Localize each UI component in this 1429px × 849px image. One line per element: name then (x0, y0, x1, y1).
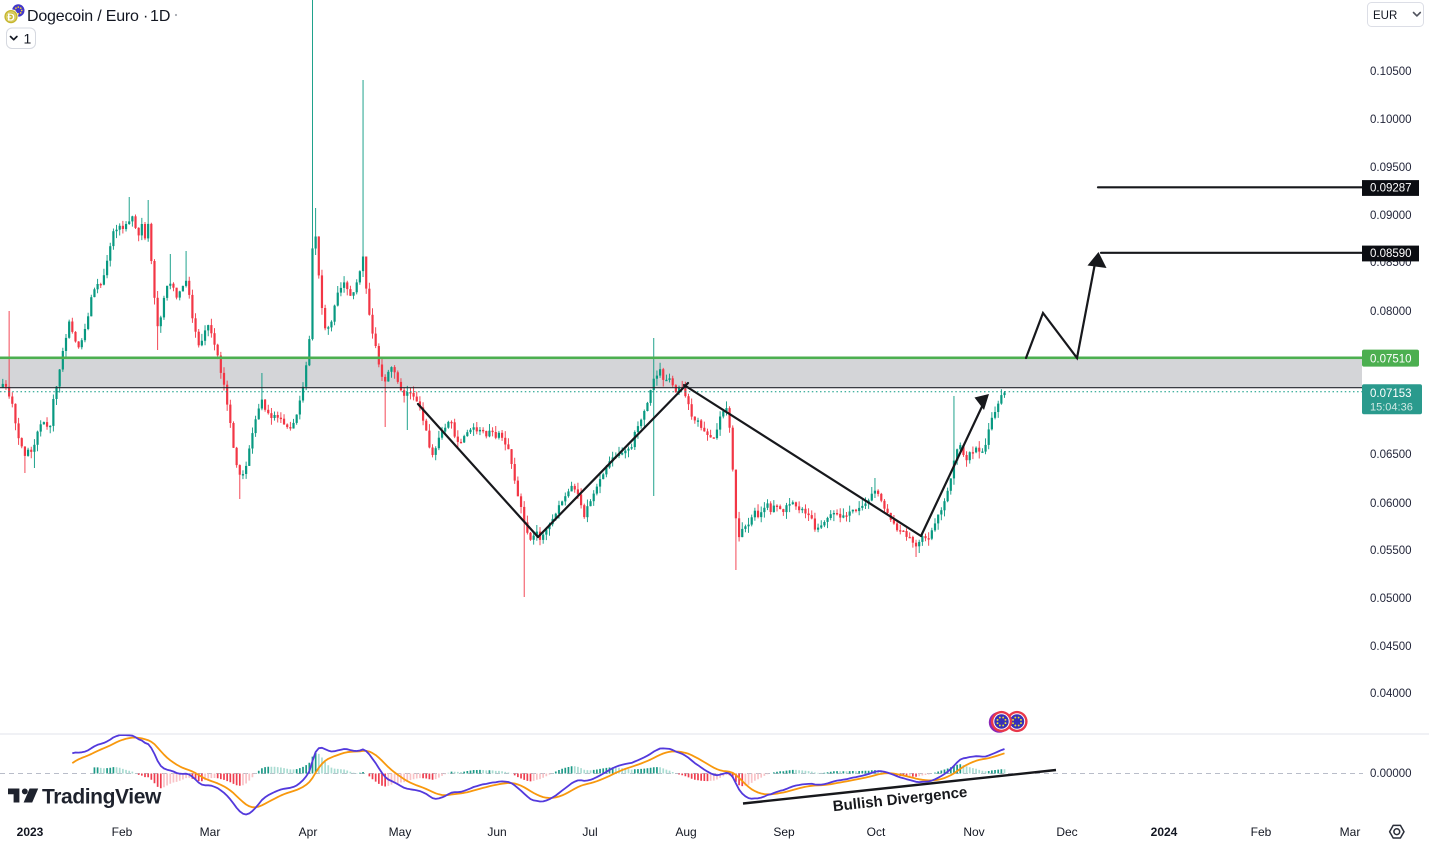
svg-text:Dec: Dec (1056, 825, 1077, 839)
svg-text:May: May (389, 825, 412, 839)
svg-text:Sep: Sep (773, 825, 795, 839)
svg-text:Mar: Mar (1340, 825, 1361, 839)
svg-text:Mar: Mar (200, 825, 221, 839)
svg-text:Feb: Feb (112, 825, 133, 839)
svg-text:Jun: Jun (487, 825, 506, 839)
svg-text:Aug: Aug (675, 825, 696, 839)
svg-text:Feb: Feb (1251, 825, 1272, 839)
svg-text:0.08590: 0.08590 (1370, 248, 1412, 260)
svg-text:0.06500: 0.06500 (1370, 449, 1412, 461)
svg-text:2023: 2023 (17, 825, 44, 839)
svg-text:0.07153: 0.07153 (1370, 388, 1412, 400)
svg-text:0.09000: 0.09000 (1370, 210, 1412, 222)
svg-text:TradingView: TradingView (42, 786, 162, 809)
svg-text:2024: 2024 (1151, 825, 1178, 839)
svg-text:Oct: Oct (867, 825, 886, 839)
svg-text:Jul: Jul (582, 825, 597, 839)
svg-text:15:04:36: 15:04:36 (1370, 402, 1413, 414)
svg-text:0.05500: 0.05500 (1370, 545, 1412, 557)
svg-text:0.00000: 0.00000 (1370, 768, 1412, 780)
svg-text:0.04000: 0.04000 (1370, 688, 1412, 700)
svg-text:0.05000: 0.05000 (1370, 593, 1412, 605)
svg-text:Apr: Apr (299, 825, 318, 839)
svg-text:·: · (143, 8, 148, 25)
svg-text:0.10000: 0.10000 (1370, 114, 1412, 126)
svg-text:0.06000: 0.06000 (1370, 498, 1412, 510)
svg-text:Đ: Đ (7, 11, 15, 23)
svg-text:Dogecoin / Euro: Dogecoin / Euro (27, 8, 139, 25)
svg-text:Nov: Nov (963, 825, 984, 839)
svg-text:0.09287: 0.09287 (1370, 183, 1412, 195)
svg-text:0.07510: 0.07510 (1370, 353, 1412, 365)
svg-text:0.09500: 0.09500 (1370, 162, 1412, 174)
svg-text:0.08000: 0.08000 (1370, 306, 1412, 318)
svg-text:1: 1 (24, 31, 32, 47)
svg-text:EUR: EUR (1373, 10, 1397, 22)
svg-text:0.10500: 0.10500 (1370, 66, 1412, 78)
svg-text:0.04500: 0.04500 (1370, 641, 1412, 653)
svg-text:1D: 1D (150, 8, 170, 25)
